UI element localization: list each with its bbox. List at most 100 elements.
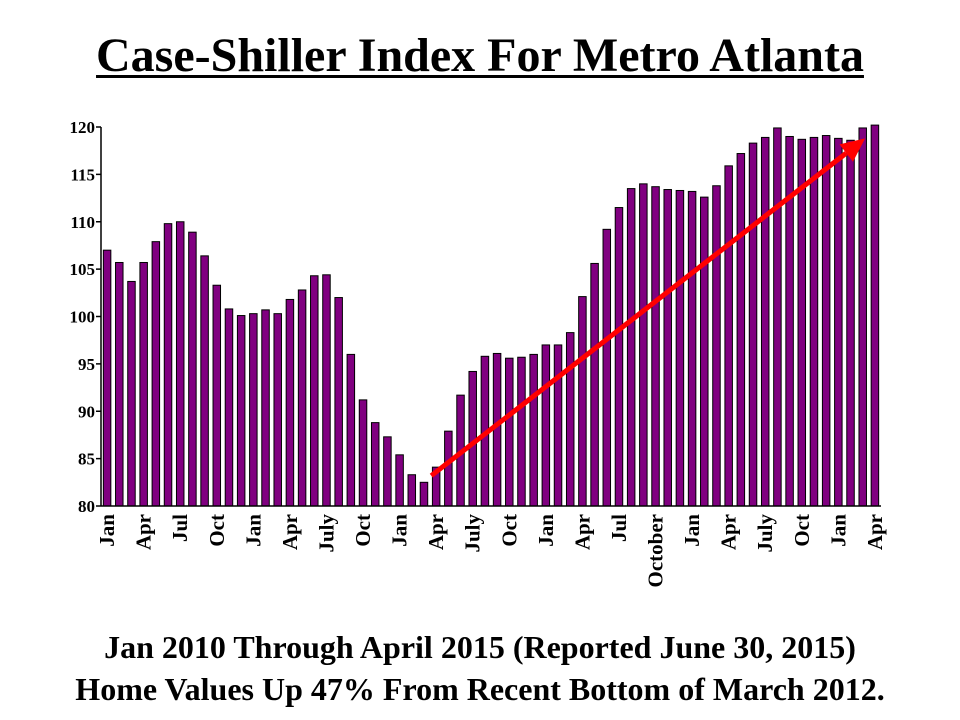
bar xyxy=(200,255,209,507)
bar xyxy=(383,436,392,507)
x-tick-label: Oct xyxy=(205,514,229,547)
trend-arrow-head xyxy=(839,138,866,162)
x-tick-label: Jul xyxy=(607,514,631,542)
x-tick-label: Apr xyxy=(132,514,156,550)
x-tick-label: Jan xyxy=(95,514,119,547)
y-axis-ticks: 80 85 90 95 100 105 110 115 120 xyxy=(70,118,101,516)
bar xyxy=(785,135,794,507)
bar xyxy=(419,481,429,507)
bar xyxy=(797,138,807,507)
bar xyxy=(663,189,672,507)
plot-area: 80 85 90 95 100 105 110 115 120 Jan Apr Jul Oct Jan A… xyxy=(70,118,887,587)
bar xyxy=(285,298,295,507)
bar xyxy=(529,353,538,507)
trend-arrow-shaft xyxy=(429,151,848,478)
x-tick-label: Jan xyxy=(826,514,850,547)
y-tick-label: 110 xyxy=(70,213,95,232)
x-tick-label: Apr xyxy=(863,514,887,550)
y-tick-label: 120 xyxy=(70,118,96,137)
caption-date-range: Jan 2010 Through April 2015 (Reported Ju… xyxy=(104,629,856,665)
bar xyxy=(590,262,599,507)
x-tick-label: Jan xyxy=(680,514,704,547)
bar xyxy=(687,190,697,507)
bar xyxy=(492,352,502,507)
bar xyxy=(505,357,514,507)
bar xyxy=(602,228,612,507)
bar xyxy=(541,344,551,507)
bar xyxy=(760,136,770,507)
bar xyxy=(407,474,417,507)
bar xyxy=(188,231,197,507)
bar xyxy=(370,422,380,507)
y-tick-label: 80 xyxy=(78,497,95,516)
x-tick-label: July xyxy=(461,514,485,553)
trend-arrow xyxy=(429,138,866,478)
bar xyxy=(163,223,173,507)
x-tick-label: October xyxy=(644,514,668,587)
bar xyxy=(310,275,319,507)
y-tick-label: 90 xyxy=(78,402,95,421)
y-tick-label: 95 xyxy=(78,355,95,374)
bar xyxy=(858,127,867,507)
bar xyxy=(395,454,404,507)
bar xyxy=(224,308,234,507)
bar xyxy=(565,332,575,507)
bar xyxy=(346,353,356,507)
bar xyxy=(127,280,136,507)
x-tick-label: Jan xyxy=(534,514,558,547)
bar xyxy=(236,315,246,507)
bar xyxy=(870,124,880,507)
bar xyxy=(809,136,819,507)
x-tick-label: Oct xyxy=(497,514,521,547)
y-tick-label: 115 xyxy=(70,165,95,184)
x-tick-label: Apr xyxy=(278,514,302,550)
x-tick-label: Oct xyxy=(790,514,814,547)
x-axis-ticks: Jan Apr Jul Oct Jan Apr July Oct Jan Apr July Oct Ja… xyxy=(95,514,887,588)
bar xyxy=(846,139,855,507)
x-tick-label: July xyxy=(753,514,777,553)
bar xyxy=(334,297,343,507)
bar xyxy=(517,356,526,507)
bar xyxy=(151,241,161,507)
y-tick-label: 85 xyxy=(78,450,95,469)
bar xyxy=(249,313,258,507)
bar xyxy=(700,196,709,507)
caption-summary: Home Values Up 47% From Recent Bottom of… xyxy=(75,671,884,707)
bar xyxy=(261,309,270,507)
bar xyxy=(115,261,124,507)
bar xyxy=(273,313,282,507)
bar xyxy=(834,137,843,507)
bar xyxy=(578,296,587,507)
x-tick-label: Oct xyxy=(351,514,375,547)
x-tick-label: Apr xyxy=(570,514,594,550)
bar xyxy=(297,289,307,507)
x-tick-label: Apr xyxy=(424,514,448,550)
bar xyxy=(444,430,453,507)
bar xyxy=(614,207,624,507)
bar xyxy=(821,135,831,507)
bar xyxy=(639,183,648,507)
x-tick-label: Jan xyxy=(388,514,412,547)
title-underline xyxy=(96,75,864,78)
bar xyxy=(322,274,331,507)
x-tick-label: July xyxy=(314,514,338,553)
x-tick-label: Apr xyxy=(717,514,741,550)
bar xyxy=(212,284,222,507)
bar xyxy=(651,186,660,507)
y-tick-label: 100 xyxy=(70,308,96,327)
bar xyxy=(626,188,636,507)
bar xyxy=(175,221,185,507)
bar xyxy=(675,189,685,507)
bar xyxy=(553,344,563,507)
x-tick-label: Jul xyxy=(168,514,192,542)
bar xyxy=(139,261,148,507)
bar xyxy=(102,249,112,507)
bar xyxy=(736,153,746,507)
bar xyxy=(773,127,782,507)
bar xyxy=(712,185,721,507)
bar xyxy=(748,142,758,507)
bar xyxy=(358,399,368,507)
bar xyxy=(724,165,733,507)
y-tick-label: 105 xyxy=(70,260,96,279)
